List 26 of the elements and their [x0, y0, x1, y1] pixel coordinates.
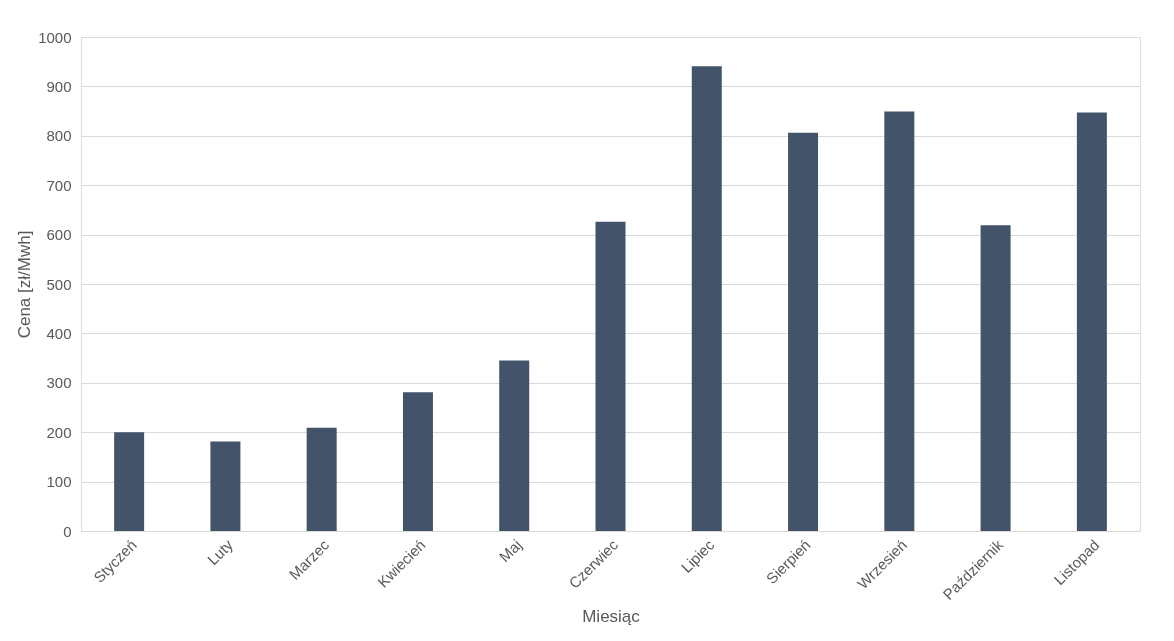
y-tick-label: 700 [46, 176, 72, 194]
y-tick-label: 400 [46, 324, 72, 342]
y-tick-label: 100 [46, 473, 72, 491]
y-tick-label: 500 [46, 275, 72, 293]
bar [210, 441, 241, 531]
bar [306, 427, 337, 531]
bar [788, 132, 819, 531]
x-axis-title: Miesiąc [582, 606, 641, 626]
y-tick-label: 0 [63, 522, 72, 540]
bar [114, 432, 145, 531]
y-tick-label: 1000 [38, 28, 72, 46]
y-tick-label: 900 [46, 77, 72, 95]
bar [884, 111, 915, 531]
x-tick-label: Maj [495, 536, 525, 566]
y-axis-title: Cena [zł/Mwh] [15, 230, 35, 339]
bar [691, 66, 722, 531]
x-tick-label: Luty [203, 535, 237, 569]
bar [1076, 112, 1107, 531]
bar [402, 392, 433, 531]
y-tick-label: 600 [46, 226, 72, 244]
y-tick-label: 200 [46, 423, 72, 441]
y-tick-label: 300 [46, 374, 72, 392]
bar [595, 221, 626, 531]
bar [980, 225, 1011, 531]
y-tick-label: 800 [46, 127, 72, 145]
bar [499, 360, 530, 531]
